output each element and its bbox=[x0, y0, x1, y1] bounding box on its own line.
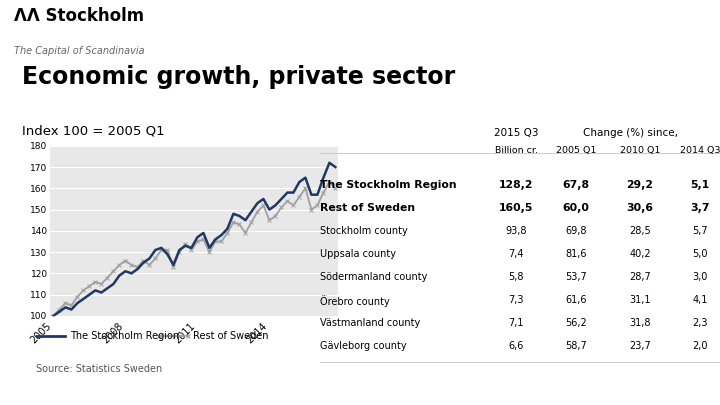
Text: 67,8: 67,8 bbox=[562, 180, 590, 190]
Text: 58,7: 58,7 bbox=[565, 341, 587, 351]
Text: 31,1: 31,1 bbox=[629, 295, 651, 305]
Text: ΛΛ Stockholm: ΛΛ Stockholm bbox=[14, 7, 145, 25]
Text: 56,2: 56,2 bbox=[565, 318, 587, 328]
Text: 60,0: 60,0 bbox=[563, 203, 590, 213]
Text: 81,6: 81,6 bbox=[565, 249, 587, 259]
Text: 23,7: 23,7 bbox=[629, 341, 651, 351]
Text: 40,2: 40,2 bbox=[629, 249, 651, 259]
Text: 2014 Q3: 2014 Q3 bbox=[680, 147, 720, 156]
Text: Gävleborg county: Gävleborg county bbox=[320, 341, 407, 351]
Text: 30,6: 30,6 bbox=[626, 203, 654, 213]
Text: 31,8: 31,8 bbox=[629, 318, 651, 328]
Text: 3,0: 3,0 bbox=[693, 272, 708, 282]
Text: 53,7: 53,7 bbox=[565, 272, 587, 282]
Text: Uppsala county: Uppsala county bbox=[320, 249, 397, 259]
Text: 2005 Q1: 2005 Q1 bbox=[556, 147, 596, 156]
Text: 6,6: 6,6 bbox=[508, 341, 524, 351]
Text: 128,2: 128,2 bbox=[499, 180, 534, 190]
Text: 5,7: 5,7 bbox=[692, 226, 708, 236]
Text: 3,7: 3,7 bbox=[690, 203, 710, 213]
Text: 2,0: 2,0 bbox=[692, 341, 708, 351]
Text: Stockholm county: Stockholm county bbox=[320, 226, 408, 236]
Text: 28,7: 28,7 bbox=[629, 272, 651, 282]
Text: 4,1: 4,1 bbox=[693, 295, 708, 305]
Text: 2010 Q1: 2010 Q1 bbox=[620, 147, 660, 156]
Text: 5,8: 5,8 bbox=[508, 272, 524, 282]
Text: The Stockholm Region: The Stockholm Region bbox=[320, 180, 457, 190]
Text: 2,3: 2,3 bbox=[692, 318, 708, 328]
Text: Västmanland county: Västmanland county bbox=[320, 318, 420, 328]
Text: 5,0: 5,0 bbox=[692, 249, 708, 259]
Text: Billion cr.: Billion cr. bbox=[495, 147, 538, 156]
Text: Rest of Sweden: Rest of Sweden bbox=[320, 203, 415, 213]
Text: 61,6: 61,6 bbox=[565, 295, 587, 305]
Text: 160,5: 160,5 bbox=[499, 203, 534, 213]
Text: Source: Statistics Sweden: Source: Statistics Sweden bbox=[36, 364, 162, 374]
Text: 5,1: 5,1 bbox=[690, 180, 710, 190]
Text: Södermanland county: Södermanland county bbox=[320, 272, 428, 282]
Text: 93,8: 93,8 bbox=[505, 226, 527, 236]
Text: Index 100 = 2005 Q1: Index 100 = 2005 Q1 bbox=[22, 124, 164, 137]
Text: 2015 Q3: 2015 Q3 bbox=[494, 128, 539, 138]
Text: 28,5: 28,5 bbox=[629, 226, 651, 236]
Text: Rest of Sweden: Rest of Sweden bbox=[193, 331, 269, 341]
Text: Economic growth, private sector: Economic growth, private sector bbox=[22, 65, 455, 89]
Text: Change (%) since,: Change (%) since, bbox=[582, 128, 678, 138]
Text: 7,3: 7,3 bbox=[508, 295, 524, 305]
Text: 7,1: 7,1 bbox=[508, 318, 524, 328]
Text: 29,2: 29,2 bbox=[626, 180, 654, 190]
Text: 69,8: 69,8 bbox=[565, 226, 587, 236]
Text: The Capital of Scandinavia: The Capital of Scandinavia bbox=[14, 46, 145, 56]
Text: Örebro county: Örebro county bbox=[320, 295, 390, 307]
Text: 7,4: 7,4 bbox=[508, 249, 524, 259]
Text: The Stockholm Region: The Stockholm Region bbox=[70, 331, 179, 341]
